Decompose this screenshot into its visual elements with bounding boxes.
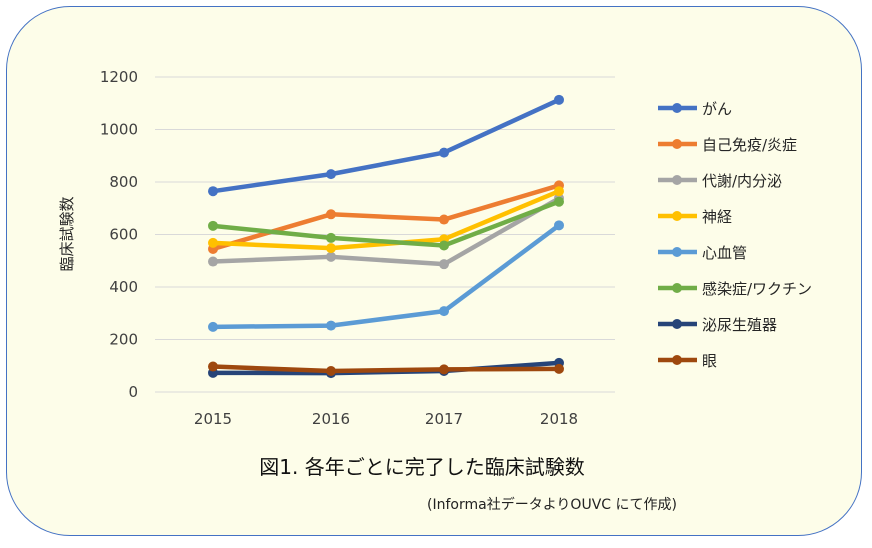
chart-frame: [6, 6, 862, 536]
legend-label: 眼: [702, 352, 717, 370]
legend-item-2: 代謝/内分泌: [658, 172, 782, 190]
data-point: [208, 321, 218, 332]
y-axis-label: 臨床試験数: [58, 196, 76, 271]
y-tick-label: 800: [109, 173, 138, 191]
x-tick-label: 2016: [312, 410, 350, 428]
data-point: [326, 320, 336, 331]
x-tick-label: 2018: [540, 410, 578, 428]
data-point: [554, 220, 564, 231]
legend-marker: [672, 103, 682, 113]
x-tick-label: 2015: [194, 410, 232, 428]
series-4: [208, 220, 564, 332]
series-line: [210, 364, 562, 374]
data-point: [208, 237, 218, 248]
figure-caption: 図1. 各年ごとに完了した臨床試験数: [259, 455, 584, 479]
legend-item-4: 心血管: [658, 244, 747, 262]
data-point: [208, 186, 218, 197]
data-point: [326, 243, 336, 254]
y-tick-label: 200: [109, 331, 138, 349]
y-tick-label: 1000: [100, 121, 138, 139]
data-point: [208, 361, 218, 372]
legend-label: 泌尿生殖器: [702, 316, 777, 334]
legend-item-5: 感染症/ワクチン: [658, 280, 812, 298]
legend-marker: [672, 211, 682, 221]
y-tick-label: 600: [109, 226, 138, 244]
data-point: [554, 363, 564, 374]
series-0: [208, 94, 564, 197]
data-point: [326, 232, 336, 243]
data-point: [326, 169, 336, 180]
series-line: [210, 97, 562, 194]
data-point: [439, 214, 449, 225]
data-point: [439, 364, 449, 375]
data-point: [326, 251, 336, 262]
data-point: [326, 366, 336, 376]
gridlines: [155, 76, 615, 393]
legend-label: がん: [702, 100, 732, 118]
data-point: [554, 94, 564, 105]
legend-label: 自己免疫/炎症: [702, 136, 797, 154]
data-point: [554, 186, 564, 197]
data-point: [208, 220, 218, 231]
data-point: [439, 240, 449, 251]
series-line: [210, 196, 562, 267]
legend-item-3: 神経: [658, 208, 732, 226]
y-tick-label: 1200: [100, 68, 138, 86]
series-line: [210, 199, 562, 248]
legend-label: 神経: [702, 208, 732, 226]
series-5: [208, 196, 564, 251]
legend-label: 感染症/ワクチン: [702, 280, 812, 298]
x-tick-label: 2017: [425, 410, 463, 428]
data-point: [554, 196, 564, 207]
legend-item-7: 眼: [658, 352, 717, 370]
legend-marker: [672, 355, 682, 365]
legend-item-1: 自己免疫/炎症: [658, 136, 797, 154]
data-point: [326, 209, 336, 220]
x-axis-ticks: 2015 2016 2017 2018: [194, 410, 578, 428]
legend-marker: [672, 283, 682, 293]
data-point: [439, 306, 449, 317]
legend-marker: [672, 139, 682, 149]
series-lines: [208, 94, 564, 379]
data-point: [208, 256, 218, 267]
legend-item-6: 泌尿生殖器: [658, 316, 777, 334]
legend-item-0: がん: [658, 100, 732, 118]
y-axis-ticks: 0 200 400 600 800 1000 1200: [100, 68, 138, 401]
series-line: [210, 223, 562, 330]
source-note: (Informa社データよりOUVC にて作成): [427, 496, 677, 513]
legend-marker: [672, 319, 682, 329]
data-point: [439, 259, 449, 270]
series-7: [208, 361, 564, 376]
y-tick-label: 0: [128, 383, 138, 401]
data-point: [439, 147, 449, 158]
legend-marker: [672, 175, 682, 185]
legend-label: 心血管: [702, 244, 747, 262]
y-tick-label: 400: [109, 278, 138, 296]
legend-label: 代謝/内分泌: [702, 172, 782, 190]
legend-marker: [672, 247, 682, 257]
